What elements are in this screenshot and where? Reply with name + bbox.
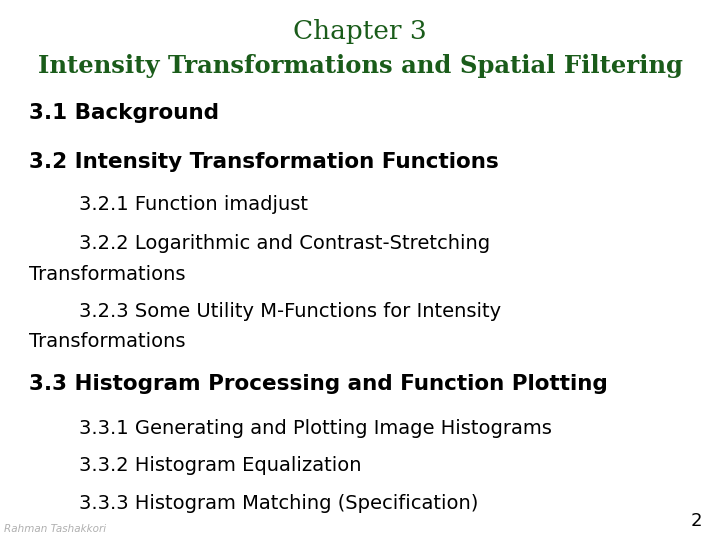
Text: 3.1 Background: 3.1 Background bbox=[29, 103, 219, 123]
Text: Intensity Transformations and Spatial Filtering: Intensity Transformations and Spatial Fi… bbox=[37, 54, 683, 78]
Text: 2: 2 bbox=[690, 512, 702, 530]
Text: Rahman Tashakkori: Rahman Tashakkori bbox=[4, 523, 106, 534]
Text: Transformations: Transformations bbox=[29, 332, 185, 351]
Text: Chapter 3: Chapter 3 bbox=[293, 19, 427, 44]
Text: Transformations: Transformations bbox=[29, 265, 185, 284]
Text: 3.3.3 Histogram Matching (Specification): 3.3.3 Histogram Matching (Specification) bbox=[79, 494, 479, 513]
Text: 3.3 Histogram Processing and Function Plotting: 3.3 Histogram Processing and Function Pl… bbox=[29, 374, 608, 394]
Text: 3.2.2 Logarithmic and Contrast-Stretching: 3.2.2 Logarithmic and Contrast-Stretchin… bbox=[79, 234, 490, 253]
Text: 3.3.2 Histogram Equalization: 3.3.2 Histogram Equalization bbox=[79, 456, 361, 475]
Text: 3.2 Intensity Transformation Functions: 3.2 Intensity Transformation Functions bbox=[29, 152, 498, 172]
Text: 3.2.3 Some Utility M-Functions for Intensity: 3.2.3 Some Utility M-Functions for Inten… bbox=[79, 302, 501, 321]
Text: 3.3.1 Generating and Plotting Image Histograms: 3.3.1 Generating and Plotting Image Hist… bbox=[79, 418, 552, 437]
Text: 3.2.1 Function imadjust: 3.2.1 Function imadjust bbox=[79, 195, 308, 214]
